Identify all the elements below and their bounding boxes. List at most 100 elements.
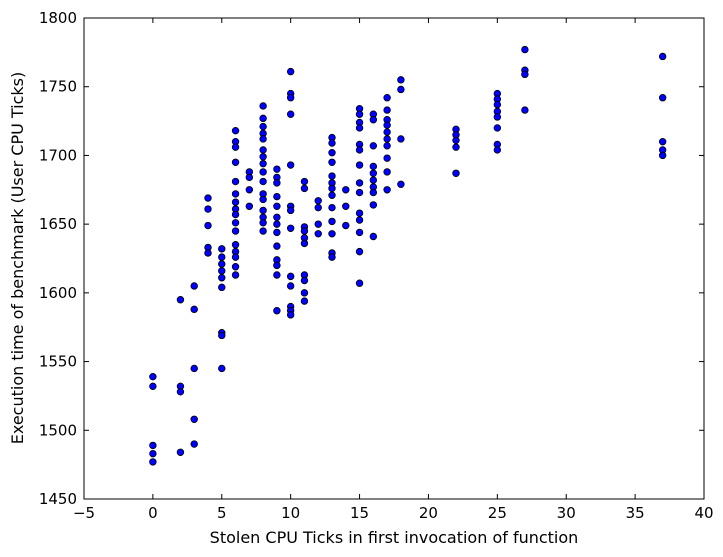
data-point	[286, 161, 295, 169]
data-point	[383, 128, 391, 136]
data-point	[328, 230, 336, 238]
data-point	[231, 253, 240, 261]
data-point	[218, 283, 226, 292]
y-tick-label: 1500	[39, 421, 77, 439]
data-point	[355, 279, 364, 287]
data-point	[658, 137, 667, 146]
data-point	[286, 282, 295, 290]
data-point	[218, 245, 226, 253]
data-point	[259, 195, 267, 204]
data-point	[259, 159, 267, 168]
data-point	[369, 232, 378, 241]
data-point	[369, 176, 378, 184]
data-point	[300, 297, 309, 305]
data-point	[355, 110, 364, 118]
y-tick-label: 1800	[39, 9, 77, 27]
data-point	[259, 168, 267, 176]
data-point	[204, 249, 212, 257]
data-point	[328, 148, 336, 157]
data-point	[218, 267, 226, 275]
data-point	[383, 186, 391, 194]
data-point	[328, 139, 336, 147]
data-point	[300, 276, 309, 285]
data-point	[231, 143, 240, 151]
data-point	[259, 219, 267, 227]
data-point	[259, 177, 267, 186]
data-point	[245, 202, 254, 210]
data-point	[190, 364, 198, 373]
data-point	[452, 143, 460, 151]
data-point	[218, 260, 226, 268]
data-point	[355, 228, 364, 237]
data-point	[149, 372, 157, 381]
data-point	[204, 205, 212, 213]
data-point	[355, 161, 364, 169]
data-point	[383, 154, 391, 162]
data-point	[204, 194, 212, 202]
data-point	[328, 191, 336, 199]
data-point	[286, 110, 295, 118]
data-point	[328, 184, 336, 193]
data-point	[273, 202, 281, 210]
y-tick-label: 1450	[39, 490, 77, 508]
data-point	[286, 67, 295, 76]
data-point	[493, 124, 502, 132]
data-point	[383, 142, 391, 150]
data-point	[521, 45, 529, 54]
x-tick-label: −5	[73, 504, 95, 522]
data-point	[259, 135, 267, 143]
data-point	[273, 165, 281, 173]
data-point	[231, 263, 240, 271]
data-point	[493, 113, 502, 121]
data-point	[369, 115, 378, 124]
data-point	[314, 197, 322, 205]
data-point	[231, 241, 240, 249]
data-point	[355, 247, 364, 256]
data-point	[190, 282, 198, 290]
data-point	[369, 201, 378, 209]
data-point	[218, 331, 226, 340]
data-point	[149, 449, 157, 458]
data-point	[190, 415, 198, 423]
data-point	[314, 220, 322, 228]
x-tick-label: 0	[148, 504, 158, 522]
data-point	[273, 261, 281, 270]
data-point	[383, 106, 391, 114]
y-tick-label: 1550	[39, 353, 77, 371]
data-point	[397, 85, 405, 94]
data-point	[328, 217, 336, 226]
data-point	[328, 203, 336, 212]
data-point	[273, 242, 281, 250]
data-point	[218, 364, 226, 373]
data-point	[300, 227, 309, 235]
data-point	[149, 458, 157, 466]
data-point	[286, 206, 295, 215]
data-point	[231, 126, 240, 135]
data-point	[521, 70, 529, 79]
data-point	[273, 179, 281, 187]
data-point	[452, 169, 460, 177]
data-point	[369, 169, 378, 177]
data-point	[231, 158, 240, 166]
x-tick-label: 20	[419, 504, 438, 522]
data-point	[300, 289, 309, 297]
data-point	[231, 198, 240, 206]
data-point	[383, 135, 391, 143]
data-point	[259, 227, 267, 235]
data-point	[149, 382, 157, 391]
data-point	[397, 76, 405, 84]
data-point	[355, 124, 364, 132]
data-point	[259, 102, 267, 110]
data-point	[259, 206, 267, 215]
data-point	[259, 114, 267, 123]
data-point	[273, 307, 281, 315]
axis-ticks: −5 0 5 10 15 20 25 30 35 40 1450 1500 1550 1600 1650 17…	[39, 9, 714, 522]
x-tick-label: 40	[694, 504, 713, 522]
y-axis-label: Execution time of benchmark (User CPU Ti…	[8, 72, 27, 445]
x-tick-label: 25	[488, 504, 507, 522]
data-point	[493, 146, 502, 154]
data-point	[342, 186, 350, 194]
data-point	[328, 253, 336, 261]
x-axis-label: Stolen CPU Ticks in first invocation of …	[210, 528, 579, 547]
